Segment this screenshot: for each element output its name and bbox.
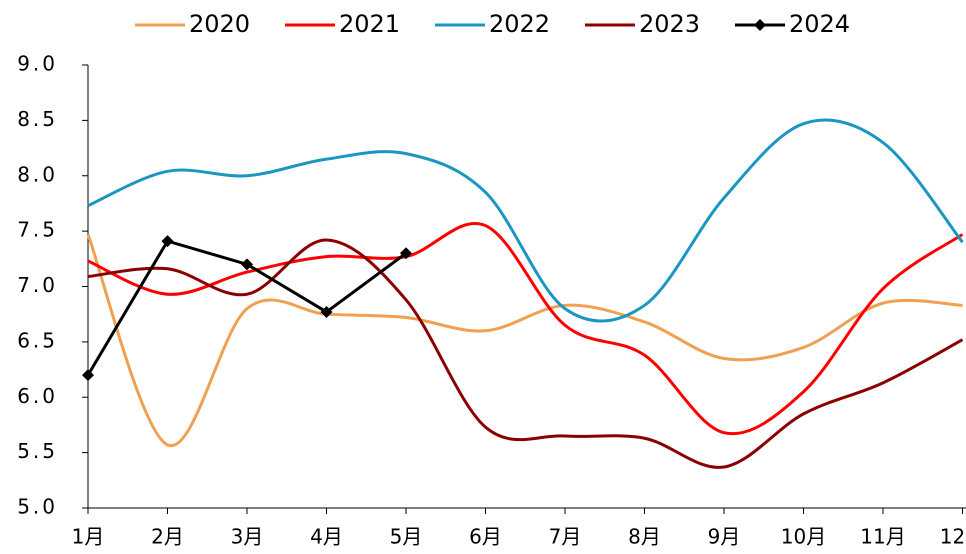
- x-tick-label: 1月: [72, 525, 105, 549]
- y-tick-label: 7.5: [17, 218, 58, 242]
- y-tick-label: 8.5: [17, 107, 58, 131]
- x-tick-label: 6月: [469, 525, 502, 549]
- legend-label: 2022: [489, 10, 550, 38]
- series-line: [87, 118, 964, 323]
- x-tick-label: 3月: [231, 525, 264, 549]
- y-tick-label: 7.0: [17, 273, 58, 297]
- legend-marker: [754, 19, 766, 31]
- series-line: [87, 238, 964, 469]
- x-tick-label: 8月: [628, 525, 661, 549]
- x-tick-label: 7月: [549, 525, 582, 549]
- point-marker: [400, 247, 412, 260]
- y-tick-label: 9.0: [17, 52, 58, 76]
- x-tick-label: 2月: [151, 525, 184, 549]
- series-line: [86, 233, 963, 447]
- point-marker: [241, 258, 253, 271]
- legend-label: 2021: [339, 10, 400, 38]
- series-line: [87, 222, 964, 436]
- legend-label: 2023: [639, 10, 700, 38]
- y-tick-label: 6.5: [17, 328, 58, 352]
- y-tick-label: 5.0: [17, 495, 58, 519]
- x-tick-label: 11月: [860, 525, 905, 549]
- x-tick-label: 4月: [310, 525, 343, 549]
- y-tick-label: 8.0: [17, 162, 58, 186]
- point-marker: [320, 305, 333, 318]
- x-tick-label: 5月: [390, 525, 423, 549]
- legend-label: 2020: [189, 10, 250, 38]
- y-tick-label: 5.5: [17, 439, 58, 463]
- x-tick-label: 10月: [781, 525, 826, 549]
- y-tick-label: 6.0: [17, 384, 58, 408]
- x-tick-label: 12月: [940, 525, 966, 549]
- point-marker: [82, 369, 94, 382]
- legend-label: 2024: [789, 10, 850, 38]
- x-tick-label: 9月: [708, 525, 741, 549]
- point-marker: [161, 235, 174, 248]
